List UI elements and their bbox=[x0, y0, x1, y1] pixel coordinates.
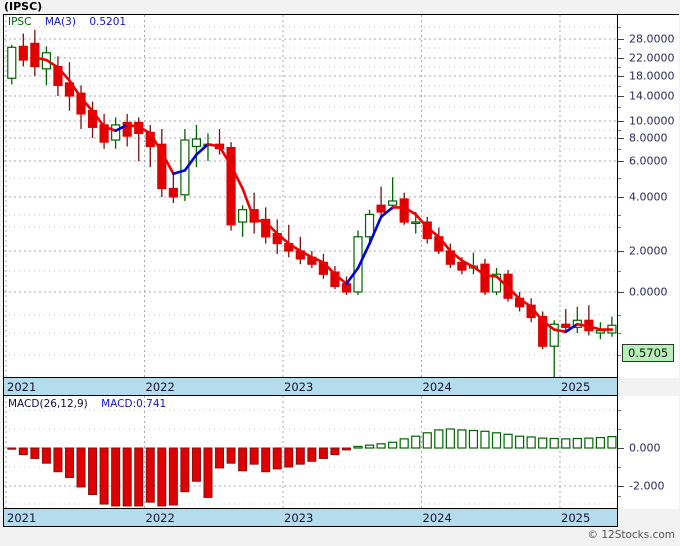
macd-chart-legend: MACD(26,12,9) MACD:0.741 bbox=[8, 398, 166, 410]
macd-axis-tick: -2.000 bbox=[629, 479, 665, 493]
price-axis-minor-tickmark bbox=[617, 333, 621, 334]
date-axis-label: 2024 bbox=[422, 511, 452, 525]
price-axis-minor-tickmark bbox=[617, 86, 621, 87]
macd-axis-minor-tickmark bbox=[617, 467, 621, 468]
price-y-axis: 28.0000 22.0000 18.0000 14.0000 10.0000 8.000… bbox=[617, 14, 679, 378]
price-axis-minor-tickmark bbox=[617, 107, 621, 108]
macd-axis-minor-tickmark bbox=[617, 410, 621, 411]
price-axis-minor-tickmark bbox=[617, 315, 621, 316]
price-axis-tickmark bbox=[617, 96, 624, 97]
price-axis-minor-tickmark bbox=[617, 355, 621, 356]
legend-macd-name: MACD(26,12,9) bbox=[8, 398, 88, 410]
price-axis-tickmark bbox=[617, 121, 624, 122]
macd-chart-panel[interactable] bbox=[3, 396, 618, 509]
macd-axis-minor-tickmark bbox=[617, 496, 621, 497]
date-axis-label: 2021 bbox=[7, 380, 37, 394]
price-axis-tick: 18.0000 bbox=[629, 69, 675, 83]
macd-axis-tickmark bbox=[617, 448, 624, 449]
site-watermark: © 12Stocks.com bbox=[587, 529, 676, 541]
macd-axis-tickmark bbox=[617, 486, 624, 487]
date-axis-label: 2023 bbox=[284, 380, 314, 394]
price-axis-tickmark bbox=[617, 76, 624, 77]
price-axis-minor-tickmark bbox=[617, 48, 621, 49]
price-axis-minor-tickmark bbox=[617, 271, 621, 272]
date-axis-label: 2022 bbox=[145, 380, 175, 394]
macd-axis-minor-tickmark bbox=[617, 429, 621, 430]
price-axis-minor-tickmark bbox=[617, 67, 621, 68]
price-axis-tick: 2.0000 bbox=[629, 244, 668, 258]
price-axis-tick: 6.0000 bbox=[629, 154, 668, 168]
price-axis-tickmark bbox=[617, 251, 624, 252]
legend-macd-value: MACD:0.741 bbox=[101, 398, 167, 410]
date-axis-label: 2022 bbox=[145, 511, 175, 525]
date-axis-label: 2025 bbox=[561, 511, 591, 525]
date-axis-label: 2025 bbox=[561, 380, 591, 394]
macd-histogram-plot bbox=[4, 396, 617, 508]
legend-ma-value: 0.5201 bbox=[89, 16, 127, 28]
price-axis-minor-tickmark bbox=[617, 178, 621, 179]
price-axis-tickmark bbox=[617, 197, 624, 198]
macd-axis-tick: 0.000 bbox=[629, 441, 661, 455]
price-axis-minor-tickmark bbox=[617, 227, 621, 228]
price-axis-tickmark bbox=[617, 58, 624, 59]
axis-separator-line bbox=[617, 14, 618, 527]
macd-y-axis: 0.000 -2.000 bbox=[617, 396, 679, 509]
price-axis-tickmark bbox=[617, 292, 624, 293]
legend-symbol: IPSC bbox=[8, 16, 32, 28]
price-chart-panel[interactable] bbox=[3, 14, 618, 378]
macd-x-axis-dateband: 2021 2022 2023 2024 2025 bbox=[3, 509, 618, 527]
candlestick-plot bbox=[4, 15, 617, 377]
price-axis-minor-tickmark bbox=[617, 149, 621, 150]
price-axis-tickmark bbox=[617, 161, 624, 162]
date-axis-label: 2021 bbox=[7, 511, 37, 525]
price-axis-tick: 4.0000 bbox=[629, 190, 668, 204]
price-axis-minor-tickmark bbox=[617, 215, 621, 216]
date-axis-label: 2024 bbox=[422, 380, 452, 394]
price-axis-minor-tickmark bbox=[617, 130, 621, 131]
price-x-axis-dateband: 2021 2022 2023 2024 2025 bbox=[3, 378, 618, 396]
window-title: (IPSC) bbox=[4, 0, 43, 13]
price-axis-tick: 22.0000 bbox=[629, 51, 675, 65]
price-axis-tickmark bbox=[617, 138, 624, 139]
window-titlebar: (IPSC) bbox=[0, 0, 680, 14]
price-axis-tick: 10.0000 bbox=[629, 114, 675, 128]
price-axis-tick: 14.0000 bbox=[629, 89, 675, 103]
price-axis-minor-tickmark bbox=[617, 27, 621, 28]
legend-ma-label: MA(3) bbox=[44, 16, 76, 28]
price-chart-legend: IPSC MA(3) 0.5201 bbox=[8, 16, 126, 28]
price-axis-tickmark bbox=[617, 39, 624, 40]
date-axis-label: 2023 bbox=[284, 511, 314, 525]
last-price-tag: 0.5705 bbox=[622, 344, 675, 362]
price-axis-tick: 0.0000 bbox=[629, 285, 668, 299]
price-axis-tick: 28.0000 bbox=[629, 32, 675, 46]
price-axis-tick: 8.0000 bbox=[629, 131, 668, 145]
